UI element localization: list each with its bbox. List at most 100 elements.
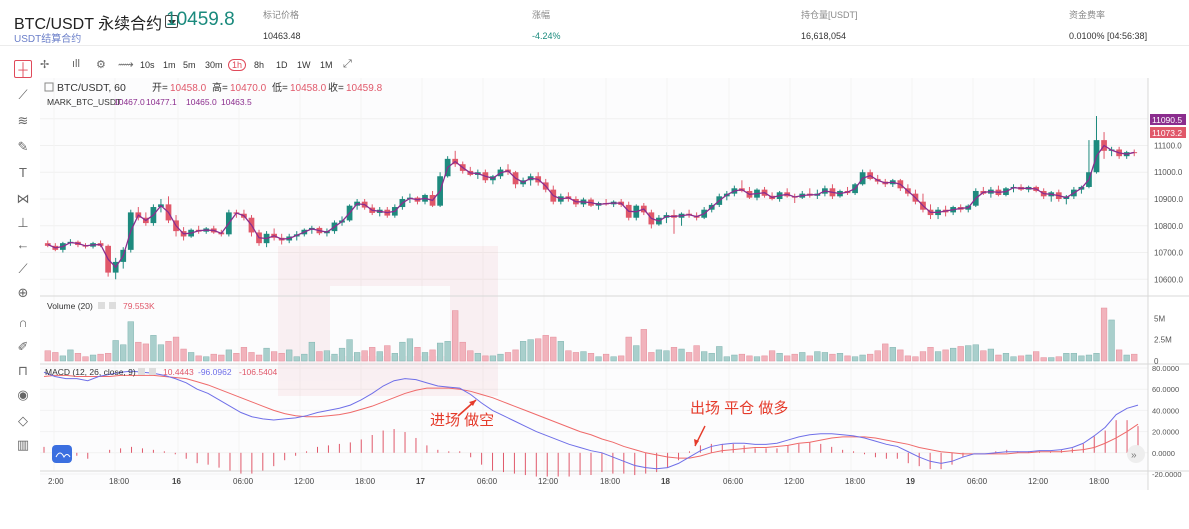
volume-bar — [399, 341, 406, 362]
open-value: 10458.0 — [170, 83, 207, 94]
interval-1w[interactable]: 1W — [297, 60, 311, 70]
volume-bar — [384, 345, 391, 362]
settings-icon[interactable] — [138, 368, 145, 375]
volume-bar — [799, 352, 806, 362]
interval-8h[interactable]: 8h — [254, 60, 265, 70]
volume-bar — [882, 343, 889, 362]
volume-bar — [768, 350, 776, 362]
volume-bar — [489, 355, 497, 362]
stat-mark-price: 标记价格 10463.48 — [263, 8, 301, 41]
magnet-icon[interactable]: ∩ — [18, 315, 28, 330]
volume-bar — [693, 345, 700, 362]
volume-bar — [172, 336, 180, 362]
price-tick-label: 10600.0 — [1154, 275, 1183, 284]
exit-annotation: 出场 平仓 做多 — [690, 400, 788, 417]
volume-series — [44, 307, 1138, 362]
volume-bar — [995, 354, 1002, 362]
settings-icon[interactable] — [98, 302, 105, 309]
macd-value-3: -106.5404 — [239, 367, 278, 377]
macd-tick-label: 80.0000 — [1152, 364, 1179, 373]
last-price-tag-text: 11073.2 — [1152, 128, 1182, 138]
settlement-label: USDT结算合约 — [14, 34, 82, 45]
interval-10s[interactable]: 10s — [140, 60, 155, 70]
mark-value-1: 10467.0 — [114, 97, 145, 107]
volume-bar — [376, 351, 383, 362]
zoom-in-icon[interactable]: ⊕ — [17, 285, 29, 300]
volume-bar — [1108, 319, 1115, 362]
time-tick-label: 16 — [172, 477, 181, 486]
volume-bar — [52, 352, 59, 362]
dropdown-arrow-icon[interactable] — [165, 15, 179, 28]
volume-tick-label: 0 — [1154, 357, 1159, 366]
ruler-icon[interactable]: ⟋ — [18, 261, 28, 276]
add-indicator-icon[interactable]: ✢ — [40, 59, 50, 71]
volume-bar — [602, 353, 610, 362]
volume-bar — [791, 353, 798, 362]
volume-bar — [338, 347, 346, 362]
double-chevron-right-icon: » — [1131, 450, 1137, 461]
volume-bar — [406, 338, 414, 362]
volume-bar — [1055, 356, 1062, 362]
interval-1mo[interactable]: 1M — [320, 60, 333, 70]
back-arrow-icon[interactable]: ← — [16, 237, 30, 252]
low-label: 低= — [272, 81, 288, 94]
lock-icon[interactable]: ⊓ — [17, 363, 29, 378]
volume-bar — [1131, 353, 1138, 362]
volume-bar — [429, 349, 436, 362]
high-label: 高= — [212, 81, 228, 94]
volume-bar — [572, 352, 580, 362]
time-tick-label: 12:00 — [538, 477, 559, 486]
volume-bar — [436, 342, 444, 362]
interval-5m[interactable]: 5m — [183, 60, 196, 70]
compare-icon[interactable]: ⟿ — [118, 59, 134, 71]
measure-icon[interactable]: ⊥ — [17, 215, 29, 230]
entry-arrow-head — [469, 400, 476, 406]
volume-tick-label: 2.5M — [1154, 336, 1172, 345]
interval-1d[interactable]: 1D — [276, 60, 288, 70]
volume-bar — [1123, 354, 1130, 362]
eye-icon[interactable]: ◉ — [17, 387, 29, 402]
volume-bar — [308, 341, 315, 362]
stat-value: 0.0100% [04:56:38] — [1069, 31, 1148, 41]
trend-line-icon[interactable]: ⟋ — [18, 87, 28, 102]
volume-bar — [874, 350, 881, 362]
macd-signal-line — [43, 374, 1139, 459]
close-icon[interactable] — [149, 368, 156, 375]
bar-type-icon[interactable]: ıll — [72, 58, 80, 70]
interval-1m[interactable]: 1m — [163, 60, 176, 70]
volume-bar — [474, 353, 481, 362]
pattern-icon[interactable]: ⋈ — [16, 191, 30, 206]
price-chart[interactable]: 11200.011100.011000.010900.010800.010700… — [40, 78, 1189, 490]
macd-line — [43, 370, 1139, 470]
volume-bar — [97, 353, 104, 362]
main-legend: BTC/USDT, 60 开= 10458.0 高= 10470.0 低= 10… — [44, 81, 383, 94]
volume-bar — [912, 356, 919, 362]
collapse-icon[interactable] — [44, 82, 54, 92]
interval-1h[interactable]: 1h — [228, 59, 247, 71]
layers-icon[interactable]: ◇ — [18, 413, 28, 428]
scroll-to-latest-button[interactable] — [1127, 445, 1145, 463]
macd-tick-label: -20.0000 — [1152, 470, 1182, 479]
brush-icon[interactable]: ✎ — [17, 139, 29, 154]
volume-bar — [512, 349, 519, 362]
volume-bar — [1025, 354, 1032, 362]
volume-bar — [746, 355, 753, 362]
volume-bar — [323, 350, 331, 362]
close-icon[interactable] — [109, 302, 116, 309]
trash-icon[interactable]: ▥ — [16, 437, 30, 452]
time-tick-label: 18:00 — [600, 477, 621, 486]
open-label: 开= — [152, 83, 168, 94]
volume-bar — [904, 355, 911, 362]
stat-label: 涨幅 — [532, 10, 551, 20]
time-tick-label: 12:00 — [1028, 477, 1049, 486]
text-icon[interactable]: T — [19, 165, 27, 180]
symbol-selector[interactable]: BTC/USDT 永续合约 — [14, 10, 179, 34]
fib-icon[interactable]: ≋ — [17, 113, 29, 128]
interval-30m[interactable]: 30m — [205, 60, 223, 70]
gear-icon[interactable]: ⚙ — [96, 59, 106, 71]
volume-bar — [165, 341, 172, 362]
volume-bar — [44, 350, 51, 362]
crosshair-icon[interactable]: ┼ — [14, 60, 32, 78]
fullscreen-icon[interactable]: ⤢ — [343, 58, 352, 70]
lock-drawing-icon[interactable]: ✐ — [17, 339, 29, 354]
